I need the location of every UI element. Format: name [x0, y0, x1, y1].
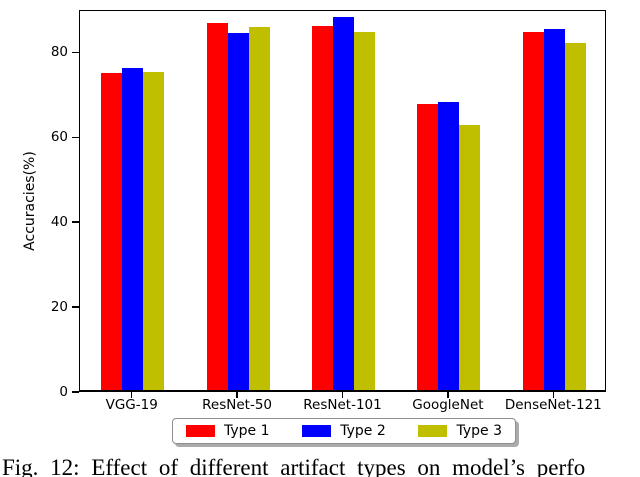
y-tick-label: 20 [50, 299, 68, 316]
y-tick-label: 40 [50, 214, 68, 231]
x-tick-label-googlenet: GoogleNet [412, 397, 484, 413]
legend-label: Type 1 [224, 423, 270, 439]
bar-DenseNet-121-type-2 [543, 29, 565, 390]
y-tick-mark [72, 391, 79, 393]
figure-caption: Fig. 12: Effect of different artifact ty… [2, 455, 586, 477]
x-tick-mark [341, 392, 344, 398]
x-tick-label-resnet-50: ResNet-50 [202, 397, 273, 413]
bar-ResNet-101-type-2 [333, 16, 354, 390]
bar-VGG-19-type-3 [143, 71, 165, 390]
legend-label: Type 3 [456, 423, 502, 439]
bar-ResNet-50-type-3 [248, 26, 270, 390]
x-tick-label-densenet-121: DenseNet-121 [504, 397, 602, 413]
x-tick-mark [236, 392, 238, 398]
y-tick-mark [72, 306, 79, 308]
y-axis-label: Accuracies(%) [22, 151, 38, 251]
bar-VGG-19-type-2 [122, 68, 144, 390]
bar-ResNet-50-type-2 [227, 32, 249, 390]
bar-DenseNet-121-type-3 [564, 42, 586, 390]
bar-VGG-19-type-1 [101, 72, 123, 390]
y-tick-label: 60 [50, 129, 68, 146]
legend-entry-type-3: Type 3 [418, 424, 502, 438]
legend-entry-type-2: Type 2 [302, 424, 386, 438]
plot-area [79, 10, 606, 392]
x-tick-mark [130, 392, 133, 398]
y-tick-mark [72, 136, 79, 139]
legend-label: Type 2 [340, 423, 386, 439]
bar-DenseNet-121-type-1 [522, 31, 544, 390]
legend-swatch-icon [186, 425, 215, 437]
y-tick-mark [72, 221, 79, 224]
bar-GoogleNet-type-3 [459, 125, 481, 390]
y-tick-label: 80 [50, 44, 68, 61]
y-tick-mark [72, 51, 79, 54]
bar-ResNet-50-type-1 [206, 23, 228, 390]
bar-GoogleNet-type-2 [438, 101, 460, 390]
bar-GoogleNet-type-1 [417, 104, 439, 390]
x-tick-mark [552, 392, 555, 398]
legend-swatch-icon [418, 425, 448, 437]
legend-swatch-icon [302, 425, 332, 437]
bar-ResNet-101-type-3 [354, 32, 375, 390]
legend-entry-type-1: Type 1 [186, 424, 270, 438]
x-tick-label-resnet-101: ResNet-101 [303, 397, 382, 413]
legend: Type 1 Type 2 Type 3 [172, 418, 516, 444]
x-tick-mark [447, 392, 449, 398]
x-tick-label-vgg-19: VGG-19 [105, 397, 158, 413]
y-tick-label: 0 [59, 384, 68, 400]
bar-ResNet-101-type-1 [312, 25, 333, 390]
